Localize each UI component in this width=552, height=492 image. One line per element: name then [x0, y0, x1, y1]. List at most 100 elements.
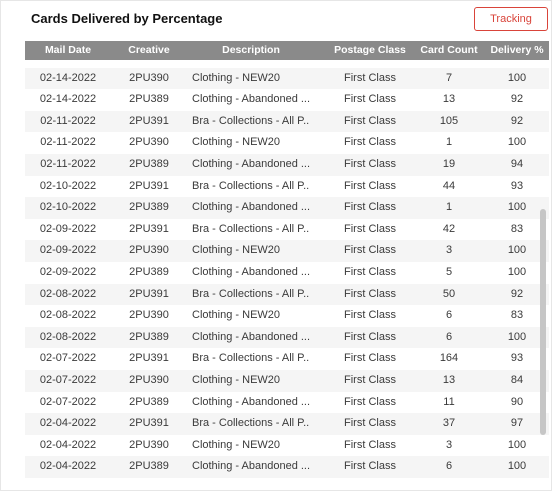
cell-description: Clothing - NEW20 [192, 309, 281, 322]
cell-creative: 2PU391 [129, 417, 169, 430]
panel-title: Cards Delivered by Percentage [31, 11, 223, 26]
cell-description: Clothing - Abandoned ... [192, 395, 310, 408]
cell-description: Bra - Collections - All P... [192, 179, 310, 192]
cell-description: Clothing - NEW20 [192, 244, 281, 257]
table-header: Mail Date Creative Description Postage C… [25, 41, 549, 60]
cell-description: Clothing - Abandoned ... [192, 93, 310, 106]
cell-mail-date: 02-09-2022 [39, 265, 97, 278]
cell-postage-class: First Class [344, 438, 396, 451]
table-row[interactable]: 02-09-2022 2PU390 Clothing - NEW20 First Cl… [25, 240, 549, 262]
cell-card-count: 7 [445, 71, 453, 84]
cell-mail-date: 02-08-2022 [39, 330, 97, 343]
cell-card-count: 37 [442, 417, 456, 430]
cell-mail-date: 02-04-2022 [39, 417, 97, 430]
table-row[interactable]: 02-08-2022 2PU389 Clothing - Abandoned ...… [25, 326, 549, 349]
cell-creative: 2PU390 [129, 309, 169, 322]
cell-delivery-percent: 92 [510, 287, 524, 300]
cell-mail-date: 02-14-2022 [39, 71, 97, 84]
cell-delivery-percent: 92 [510, 93, 524, 106]
cell-creative: 2PU390 [129, 373, 169, 386]
cell-delivery-percent: 100 [507, 438, 527, 451]
cell-creative: 2PU389 [129, 93, 169, 106]
table-row[interactable]: 02-08-2022 2PU391 Bra - Collections - All … [25, 283, 549, 306]
cell-creative: 2PU390 [129, 244, 169, 257]
column-header-creative[interactable]: Creative [128, 44, 170, 56]
cell-card-count: 6 [445, 460, 453, 473]
cell-postage-class: First Class [344, 330, 396, 343]
column-header-delivery-percent[interactable]: Delivery % [490, 44, 544, 56]
table-row[interactable]: 02-07-2022 2PU391 Bra - Collections - All … [25, 348, 549, 370]
cell-mail-date: 02-09-2022 [39, 244, 97, 257]
table-row[interactable]: 02-14-2022 2PU390 Clothing - NEW20 First Cl… [25, 67, 549, 90]
cell-card-count: 13 [442, 373, 456, 386]
cell-postage-class: First Class [344, 114, 396, 127]
delivery-table: Mail Date Creative Description Postage C… [25, 41, 549, 492]
column-header-description[interactable]: Description [222, 44, 280, 56]
cell-mail-date: 02-07-2022 [39, 373, 97, 386]
cell-mail-date: 02-11-2022 [40, 157, 96, 170]
tracking-button[interactable]: Tracking [474, 7, 548, 31]
cell-creative: 2PU391 [129, 222, 169, 235]
table-row[interactable]: 02-10-2022 2PU389 Clothing - Abandoned ...… [25, 197, 549, 219]
cell-postage-class: First Class [344, 244, 396, 257]
cell-delivery-percent: 97 [510, 417, 524, 430]
cell-postage-class: First Class [344, 309, 396, 322]
cell-delivery-percent: 84 [510, 373, 524, 386]
cell-delivery-percent: 83 [510, 222, 524, 235]
table-row[interactable]: 02-14-2022 2PU389 Clothing - Abandoned ...… [25, 89, 549, 111]
cell-card-count: 5 [445, 265, 453, 278]
cell-mail-date: 02-11-2022 [40, 136, 96, 149]
table-row[interactable]: 02-04-2022 2PU391 Bra - Collections - All … [25, 413, 549, 435]
cell-delivery-percent: 83 [510, 309, 524, 322]
column-header-mail-date[interactable]: Mail Date [44, 44, 92, 56]
table-row[interactable]: 02-10-2022 2PU391 Bra - Collections - All … [25, 175, 549, 198]
cell-card-count: 105 [439, 114, 459, 127]
cell-postage-class: First Class [344, 179, 396, 192]
table-row[interactable]: 02-11-2022 2PU391 Bra - Collections - All … [25, 110, 549, 133]
table-row[interactable]: 02-09-2022 2PU391 Bra - Collections - All … [25, 218, 549, 241]
cell-creative: 2PU390 [129, 438, 169, 451]
cell-postage-class: First Class [344, 201, 396, 214]
cell-mail-date: 02-04-2022 [39, 460, 97, 473]
cell-creative: 2PU390 [129, 71, 169, 84]
cell-card-count: 42 [442, 222, 456, 235]
cell-mail-date: 02-07-2022 [39, 352, 97, 365]
cell-postage-class: First Class [344, 460, 396, 473]
cell-creative: 2PU391 [129, 352, 169, 365]
cell-mail-date: 02-10-2022 [39, 201, 97, 214]
table-row[interactable]: 02-04-2022 2PU390 Clothing - NEW20 First Cl… [25, 434, 549, 457]
column-header-card-count[interactable]: Card Count [420, 44, 478, 56]
cell-card-count: 50 [442, 287, 456, 300]
cell-description: Clothing - NEW20 [192, 136, 281, 149]
cell-creative: 2PU389 [129, 395, 169, 408]
cell-creative: 2PU391 [129, 179, 169, 192]
cell-delivery-percent: 100 [507, 136, 527, 149]
cell-card-count: 1 [445, 136, 453, 149]
cell-description: Bra - Collections - All P... [192, 352, 310, 365]
cell-postage-class: First Class [344, 373, 396, 386]
table-scrollbar[interactable] [540, 209, 546, 435]
cell-creative: 2PU391 [129, 287, 169, 300]
cell-description: Clothing - NEW20 [192, 71, 281, 84]
table-row[interactable]: 02-09-2022 2PU389 Clothing - Abandoned ...… [25, 261, 549, 284]
cell-description: Clothing - Abandoned ... [192, 265, 310, 278]
cell-creative: 2PU389 [129, 265, 169, 278]
table-row[interactable]: 02-11-2022 2PU389 Clothing - Abandoned ...… [25, 153, 549, 176]
cell-delivery-percent: 94 [510, 157, 524, 170]
table-row[interactable]: 02-07-2022 2PU390 Clothing - NEW20 First Cl… [25, 369, 549, 392]
cell-card-count: 44 [442, 179, 456, 192]
cell-card-count: 3 [445, 438, 453, 451]
cell-delivery-percent: 100 [507, 330, 527, 343]
cell-description: Clothing - Abandoned ... [192, 330, 310, 343]
cell-creative: 2PU389 [129, 157, 169, 170]
cell-mail-date: 02-09-2022 [39, 222, 97, 235]
cell-delivery-percent: 93 [510, 179, 524, 192]
cell-mail-date: 02-04-2022 [39, 438, 97, 451]
table-row[interactable]: 02-04-2022 2PU389 Clothing - Abandoned ...… [25, 456, 549, 478]
table-row[interactable]: 02-08-2022 2PU390 Clothing - NEW20 First Cl… [25, 305, 549, 327]
column-header-postage-class[interactable]: Postage Class [334, 44, 406, 56]
cell-delivery-percent: 100 [507, 265, 527, 278]
table-row[interactable]: 02-11-2022 2PU390 Clothing - NEW20 First Cl… [25, 132, 549, 154]
table-row[interactable]: 02-07-2022 2PU389 Clothing - Abandoned ...… [25, 391, 549, 414]
